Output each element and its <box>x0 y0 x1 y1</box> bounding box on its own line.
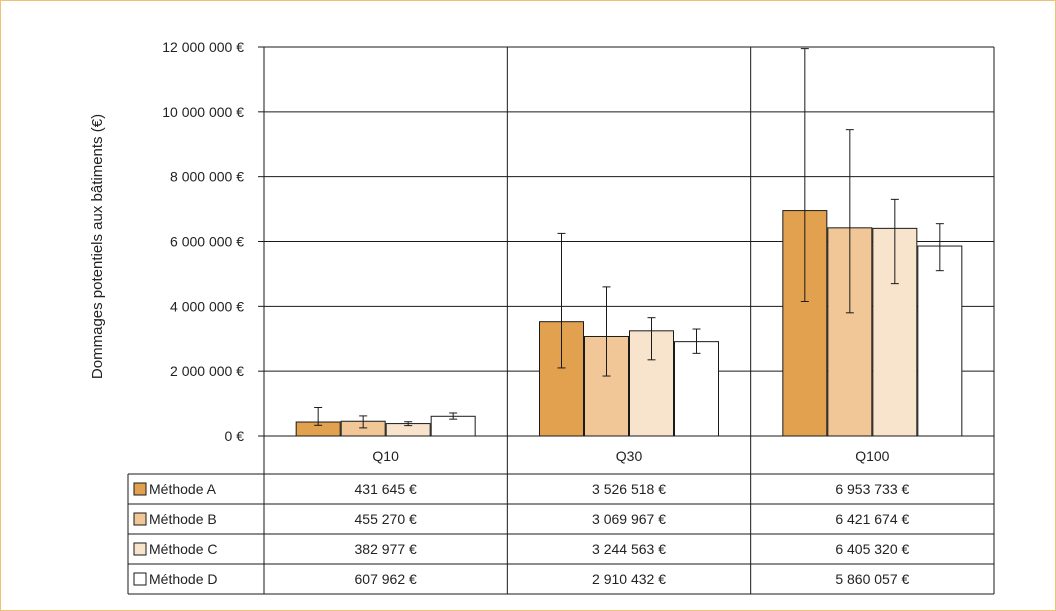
y-axis-label: Dommages potentiels aux bâtiments (€) <box>89 114 106 379</box>
table-cell: 3 069 967 € <box>592 511 666 527</box>
y-tick-label: 8 000 000 € <box>170 169 244 185</box>
table-cell: 6 405 320 € <box>835 541 909 557</box>
legend-label: Méthode B <box>149 511 217 527</box>
table-cell: 6 421 674 € <box>835 511 909 527</box>
legend-swatch <box>133 482 147 496</box>
category-label: Q30 <box>616 448 643 464</box>
legend-swatch <box>133 542 147 556</box>
y-tick-label: 12 000 000 € <box>162 39 244 55</box>
table-cell: 382 977 € <box>355 541 417 557</box>
table-cell: 6 953 733 € <box>835 481 909 497</box>
category-label: Q10 <box>372 448 399 464</box>
bar <box>674 341 719 437</box>
table-cell: 607 962 € <box>355 571 417 587</box>
y-tick-label: 2 000 000 € <box>170 363 244 379</box>
table-cell: 431 645 € <box>355 481 417 497</box>
bar <box>917 245 963 437</box>
table-cell: 3 526 518 € <box>592 481 666 497</box>
table-cell: 2 910 432 € <box>592 571 666 587</box>
table-cell: 5 860 057 € <box>835 571 909 587</box>
y-tick-label: 0 € <box>225 428 245 444</box>
legend-label: Méthode A <box>149 481 217 497</box>
y-tick-label: 4 000 000 € <box>170 298 244 314</box>
y-tick-label: 10 000 000 € <box>162 104 244 120</box>
table-cell: 455 270 € <box>355 511 417 527</box>
table-cell: 3 244 563 € <box>592 541 666 557</box>
y-tick-label: 6 000 000 € <box>170 234 244 250</box>
legend-label: Méthode D <box>149 571 217 587</box>
category-label: Q100 <box>855 448 889 464</box>
legend-label: Méthode C <box>149 541 217 557</box>
legend-swatch <box>133 512 147 526</box>
legend-swatch <box>133 572 147 586</box>
